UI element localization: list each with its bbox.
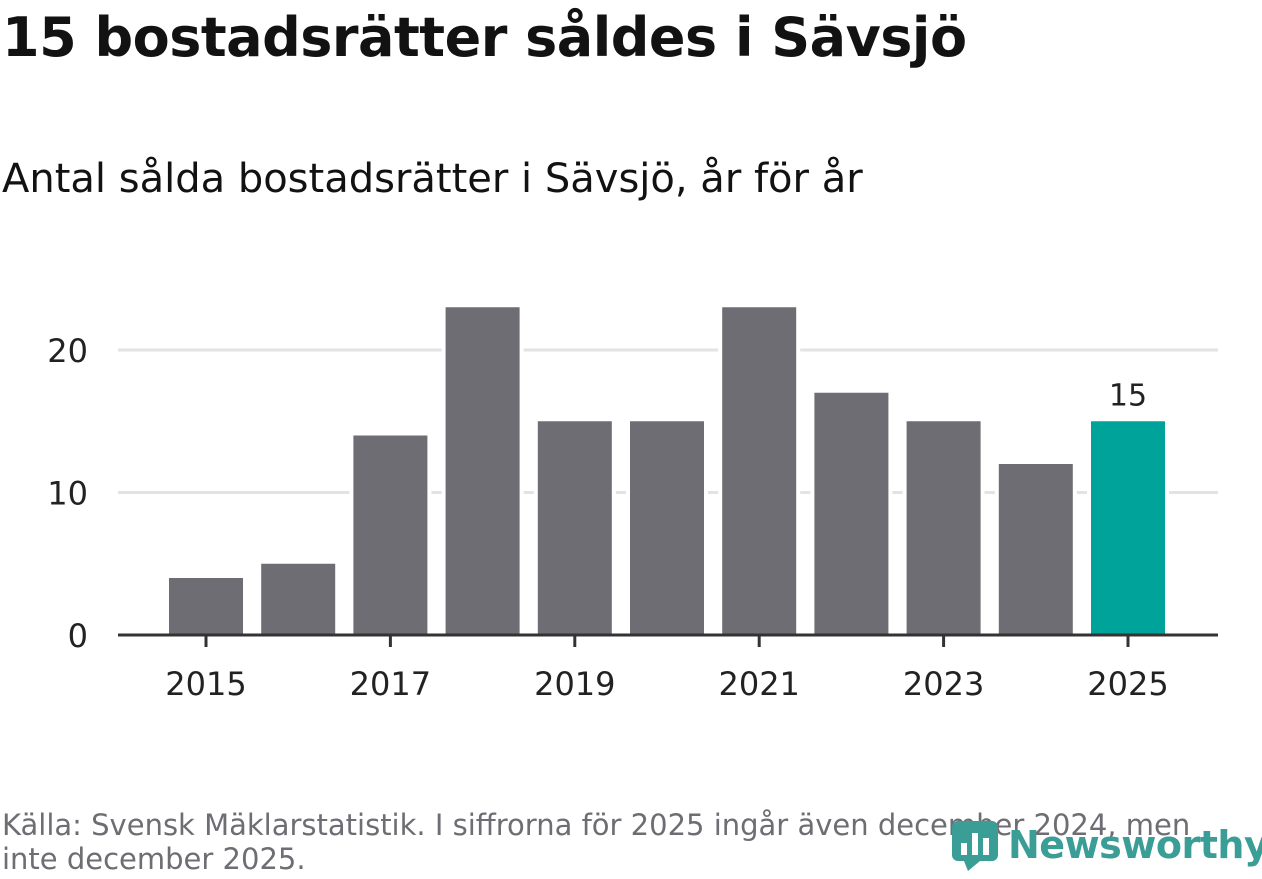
bar-2023 xyxy=(906,421,981,635)
bar-2022 xyxy=(814,392,889,635)
bar-2018 xyxy=(445,307,520,635)
x-tick-label-2021: 2021 xyxy=(718,665,799,703)
bar-2015 xyxy=(169,578,243,635)
chart-title: 15 bostadsrätter såldes i Sävsjö xyxy=(2,6,967,69)
chart-subtitle: Antal sålda bostadsrätter i Sävsjö, år f… xyxy=(2,156,863,202)
y-tick-label-0: 0 xyxy=(68,617,88,655)
bar-2025 xyxy=(1091,421,1165,635)
x-tick-label-2015: 2015 xyxy=(165,665,246,703)
bar-2017 xyxy=(353,435,428,635)
bar-2019 xyxy=(537,421,612,635)
data-label-2025: 15 xyxy=(1109,378,1147,413)
x-tick-label-2025: 2025 xyxy=(1087,665,1168,703)
y-tick-label-10: 10 xyxy=(47,475,88,513)
bar-2016 xyxy=(261,563,336,635)
newsworthy-logo-text: Newsworthy xyxy=(1008,823,1262,867)
newsworthy-logo-icon xyxy=(952,821,998,871)
newsworthy-logo: Newsworthy xyxy=(950,818,1262,872)
x-tick-label-2017: 2017 xyxy=(350,665,431,703)
bar-2021 xyxy=(722,307,797,635)
y-tick-label-20: 20 xyxy=(47,332,88,370)
x-tick-label-2019: 2019 xyxy=(534,665,615,703)
x-tick-label-2023: 2023 xyxy=(903,665,984,703)
bar-2024 xyxy=(998,464,1073,635)
bar-2020 xyxy=(630,421,704,635)
